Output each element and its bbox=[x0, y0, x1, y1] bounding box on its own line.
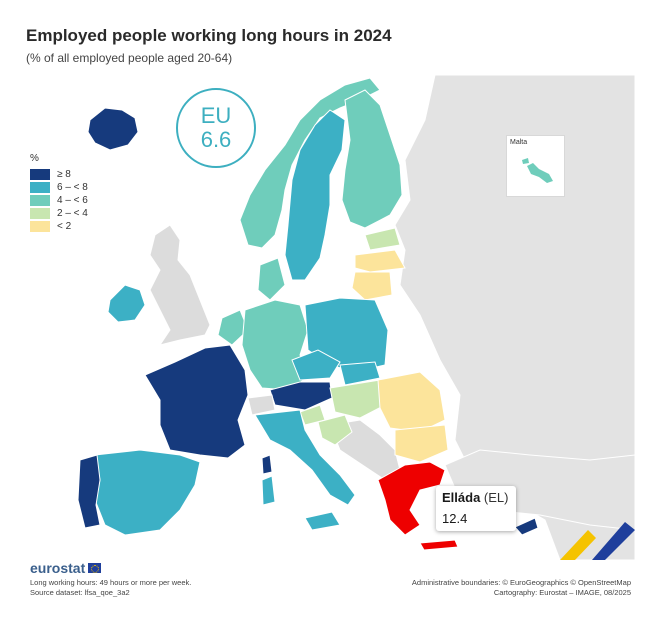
eurostat-logo-text: eurostat bbox=[30, 560, 86, 576]
region-crete[interactable] bbox=[419, 539, 459, 551]
malta-inset-label: Malta bbox=[510, 139, 528, 146]
region-hungary bbox=[329, 379, 386, 419]
footer-cartography: Cartography: Eurostat – IMAGE, 08/2025 bbox=[493, 588, 631, 597]
legend-item: ≥ 8 bbox=[30, 168, 88, 180]
region-croatia bbox=[317, 414, 353, 446]
region-corsica bbox=[261, 454, 273, 475]
legend-swatch bbox=[30, 168, 50, 180]
eu-badge-code: EU bbox=[200, 103, 232, 128]
eu-flag-icon bbox=[88, 563, 102, 573]
region-finland bbox=[341, 89, 403, 229]
region-latvia bbox=[354, 249, 406, 273]
region-non-eu-east bbox=[394, 74, 635, 560]
eu-stripe-blue bbox=[592, 522, 635, 560]
legend-label: < 2 bbox=[57, 220, 72, 232]
legend-swatch bbox=[30, 220, 50, 232]
region-sicily bbox=[304, 511, 341, 531]
region-benelux bbox=[217, 309, 249, 346]
malta-inset: Malta bbox=[506, 135, 565, 197]
legend-swatch bbox=[30, 181, 50, 193]
region-slovakia bbox=[339, 361, 381, 386]
legend-item: 6 – < 8 bbox=[30, 181, 88, 193]
europe-map bbox=[77, 74, 635, 560]
region-estonia bbox=[364, 227, 401, 251]
region-spain bbox=[94, 449, 201, 536]
legend-label: ≥ 8 bbox=[57, 168, 71, 180]
region-greece[interactable] bbox=[377, 461, 446, 536]
legend-swatch bbox=[30, 207, 50, 219]
region-portugal bbox=[77, 454, 101, 529]
footer-notes: Long working hours: 49 hours or more per… bbox=[30, 578, 191, 598]
region-czechia bbox=[291, 349, 341, 381]
legend-item: 2 – < 4 bbox=[30, 207, 88, 219]
region-romania bbox=[377, 371, 446, 433]
eu-average-badge: EU 6.6 bbox=[176, 88, 256, 168]
region-switzerland bbox=[247, 394, 276, 416]
country-tooltip: Elláda (EL) 12.4 bbox=[436, 486, 516, 531]
map-title: Employed people working long hours in 20… bbox=[26, 26, 392, 45]
legend-item: 4 – < 6 bbox=[30, 194, 88, 206]
region-malta bbox=[527, 163, 553, 183]
legend-label: 2 – < 4 bbox=[57, 207, 88, 219]
footer-credits: Administrative boundaries: © EuroGeograp… bbox=[412, 578, 631, 598]
eurostat-logo: eurostat bbox=[30, 560, 102, 576]
region-sardinia bbox=[261, 475, 276, 506]
legend-label: 6 – < 8 bbox=[57, 181, 88, 193]
region-gozo bbox=[522, 158, 529, 164]
eu-badge-value: 6.6 bbox=[200, 127, 232, 152]
malta-map bbox=[522, 158, 553, 183]
map-subtitle: (% of all employed people aged 20-64) bbox=[26, 51, 233, 65]
region-italy bbox=[254, 409, 356, 506]
region-ireland bbox=[107, 284, 146, 323]
legend-label: 4 – < 6 bbox=[57, 194, 88, 206]
tooltip-country-code: (EL) bbox=[483, 490, 509, 505]
tooltip-value: 12.4 bbox=[442, 511, 468, 526]
legend-unit: % bbox=[30, 153, 39, 164]
legend-item: < 2 bbox=[30, 220, 88, 232]
region-iceland bbox=[87, 107, 139, 151]
eu-stripe-yellow bbox=[560, 530, 596, 560]
map-legend: % ≥ 8 6 – < 8 4 – < 6 2 – < 4 < 2 bbox=[30, 153, 88, 233]
footer-source: Source dataset: lfsa_qoe_3a2 bbox=[30, 588, 130, 597]
region-france bbox=[144, 344, 249, 459]
tooltip-country-name: Elláda bbox=[442, 490, 481, 505]
region-uk bbox=[149, 224, 211, 346]
region-lithuania bbox=[351, 271, 393, 301]
footer-note: Long working hours: 49 hours or more per… bbox=[30, 578, 192, 587]
legend-swatch bbox=[30, 194, 50, 206]
region-bulgaria bbox=[394, 424, 449, 463]
footer-boundaries: Administrative boundaries: © EuroGeograp… bbox=[411, 578, 631, 587]
region-cyprus bbox=[514, 517, 539, 536]
region-denmark bbox=[257, 257, 286, 301]
region-sweden bbox=[284, 109, 346, 281]
